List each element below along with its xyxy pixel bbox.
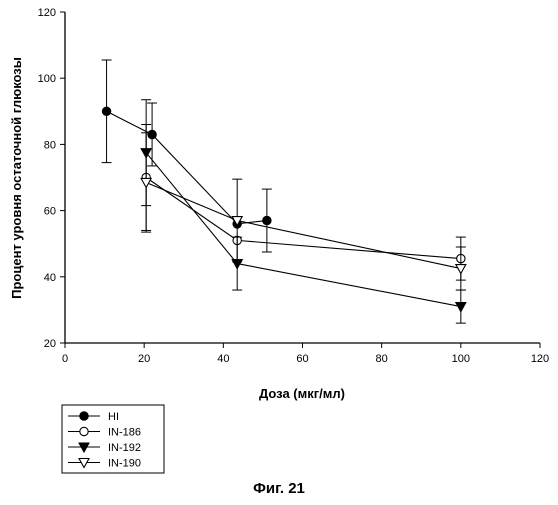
data-point bbox=[456, 265, 466, 274]
series-layer bbox=[102, 60, 466, 323]
x-tick-label: 20 bbox=[138, 353, 150, 365]
series-line bbox=[146, 153, 461, 307]
series-in-186 bbox=[141, 125, 466, 281]
y-axis-title: Процент уровня остаточной глюкозы bbox=[9, 57, 24, 299]
x-axis-title: Доза (мкг/мл) bbox=[259, 386, 345, 401]
y-tick-label: 20 bbox=[44, 338, 56, 350]
y-tick-label: 60 bbox=[44, 206, 56, 218]
x-tick-label: 100 bbox=[452, 353, 470, 365]
axes: 0 20 40 60 80 100 120 20 40 60 80 100 120 bbox=[38, 7, 550, 365]
legend-marker bbox=[80, 427, 88, 435]
legend-label: IN-186 bbox=[108, 427, 141, 439]
series-hi bbox=[102, 60, 272, 252]
series-line bbox=[107, 111, 267, 224]
data-point bbox=[141, 178, 151, 187]
data-point bbox=[456, 303, 466, 312]
series-in-190 bbox=[141, 133, 466, 290]
series-in-192 bbox=[141, 100, 466, 323]
legend-label: IN-190 bbox=[108, 458, 141, 470]
figure-caption: Фиг. 21 bbox=[253, 480, 305, 497]
data-point bbox=[263, 216, 271, 224]
x-tick-label: 80 bbox=[376, 353, 388, 365]
legend-marker bbox=[80, 412, 88, 420]
y-tick-label: 80 bbox=[44, 139, 56, 151]
data-point bbox=[148, 130, 156, 138]
y-tick-label: 40 bbox=[44, 272, 56, 284]
legend-label: HI bbox=[108, 411, 119, 423]
legend-label: IN-192 bbox=[108, 442, 141, 454]
y-tick-label: 120 bbox=[38, 7, 56, 19]
series-line bbox=[146, 182, 461, 268]
x-tick-label: 40 bbox=[217, 353, 229, 365]
y-tick-label: 100 bbox=[38, 73, 56, 85]
x-tick-label: 120 bbox=[531, 353, 549, 365]
legend: HI IN-186 IN-192 IN-190 bbox=[62, 405, 164, 473]
x-tick-label: 0 bbox=[62, 353, 68, 365]
data-point bbox=[102, 107, 110, 115]
series-line bbox=[146, 178, 461, 259]
x-tick-label: 60 bbox=[296, 353, 308, 365]
